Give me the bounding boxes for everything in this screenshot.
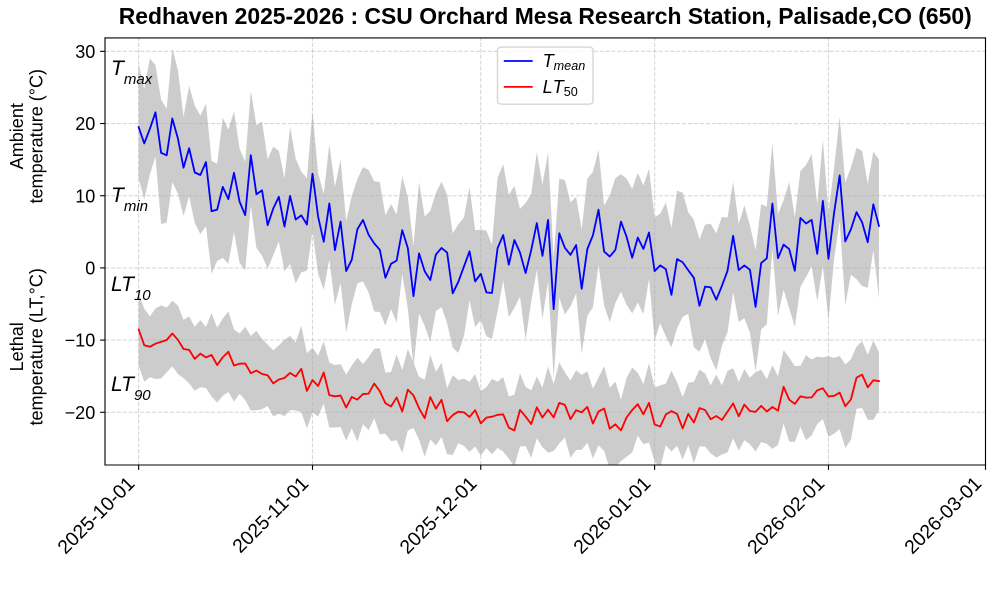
svg-text:T m e a: T m e a n <box>543 47 586 75</box>
svg-text:0: 0 <box>85 258 95 278</box>
svg-text:temperature (°C): temperature (°C) <box>26 69 46 204</box>
svg-text:10: 10 <box>75 186 95 206</box>
svg-text:30: 30 <box>75 42 95 62</box>
svg-text:L T 5 0: L T 5 0 <box>543 73 578 101</box>
svg-text:20: 20 <box>75 114 95 134</box>
svg-text:−20: −20 <box>65 403 96 423</box>
svg-text:temperature (LT,°C): temperature (LT,°C) <box>26 268 46 425</box>
svg-text:Redhaven 2025-2026 : CSU Orcha: Redhaven 2025-2026 : CSU Orchard Mesa Re… <box>119 3 972 29</box>
svg-text:Ambient: Ambient <box>7 103 27 169</box>
svg-text:−10: −10 <box>65 331 96 351</box>
svg-text:Lethal: Lethal <box>7 322 27 371</box>
